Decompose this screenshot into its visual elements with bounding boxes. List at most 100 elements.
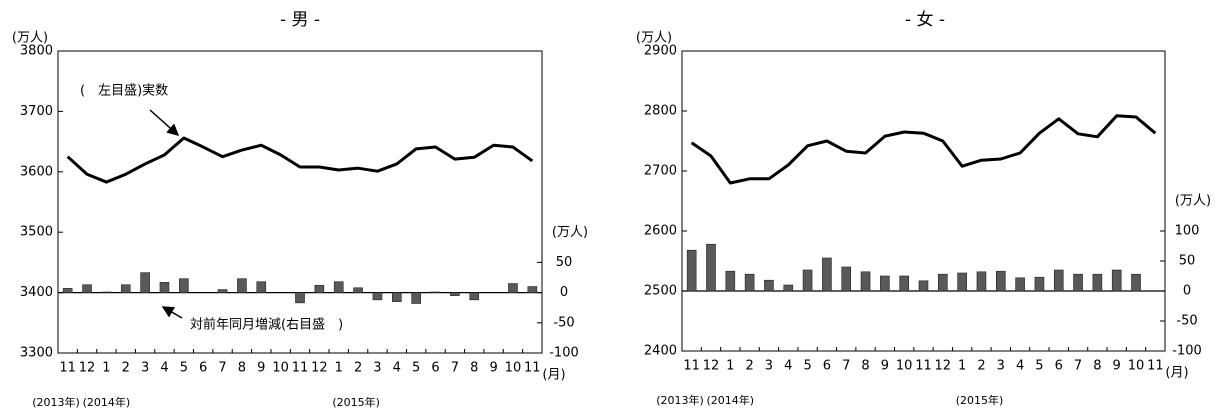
x-tick-label: 12 [935,359,952,374]
x-tick-label: 11 [1147,359,1164,374]
x-unit: (月) [1165,366,1188,381]
year-label: (2013年) [32,395,80,409]
x-tick-label: 11 [915,359,932,374]
x-tick-label: 11 [59,361,76,376]
x-tick-label: 11 [524,361,541,376]
y2-axis-label: (万人) [1175,194,1211,209]
bar [880,275,890,292]
y2-tick-label: -50 [553,315,574,330]
y-tick-label: 3500 [20,225,53,240]
x-tick-label: 5 [412,361,420,376]
x-tick-label: 1 [335,361,343,376]
bar [783,284,794,292]
y-tick-label: 2800 [644,104,677,119]
y2-tick-label: -100 [1172,344,1202,359]
y-axis-label: (万人) [636,31,672,46]
x-tick-label: 7 [218,361,226,376]
x-tick-label: 1 [102,361,110,376]
y-tick-label: 2600 [644,224,677,239]
bar [802,269,813,292]
bar [508,283,518,293]
y-tick-label: 3400 [20,285,53,300]
bar [391,292,402,302]
bar [938,273,948,292]
y2-axis-label: (万人) [552,225,588,240]
x-tick-label: 11 [292,361,309,376]
bar [450,292,460,296]
bar [217,289,228,293]
bar [764,279,774,292]
bar [353,287,363,293]
bar [101,291,112,293]
x-tick-label: 4 [393,361,401,376]
y-axis-label: (万人) [12,31,48,46]
annotation: 対前年同月増減(右目盛 ) [190,317,343,333]
bar [295,292,305,304]
bar [237,278,247,293]
bar [82,284,92,293]
bar [744,273,755,292]
bar [372,292,383,301]
bar [899,275,909,292]
x-tick-label: 7 [842,359,850,374]
bar [860,271,871,292]
year-label: (2014年) [707,393,755,407]
bar [1053,269,1064,292]
bar [1073,273,1083,292]
y-tick-label: 2700 [644,164,677,179]
x-tick-label: 5 [1035,359,1043,374]
x-tick-label: 10 [272,361,289,376]
bar [527,286,538,293]
y2-tick-label: -50 [1176,314,1197,329]
bar [140,272,150,293]
x-tick-label: 10 [1128,359,1145,374]
x-tick-label: 5 [803,359,811,374]
bar [976,271,987,292]
year-label: (2014年) [83,395,131,409]
y-tick-label: 3800 [20,44,53,59]
bar [1111,269,1122,292]
line [66,136,534,184]
bar [918,280,929,292]
x-tick-label: 6 [199,361,207,376]
y2-tick-label: -100 [549,346,579,361]
bar [995,270,1006,292]
y2-tick-label: 50 [556,255,573,270]
bar [411,292,421,304]
bar [120,284,131,293]
bar [841,266,852,292]
x-tick-label: 2 [977,359,985,374]
x-tick-label: 9 [489,361,497,376]
bar [314,285,325,293]
bar [159,282,170,293]
x-tick-label: 10 [505,361,522,376]
annotation: ( 左目盛)実数 [80,83,168,99]
x-tick-label: 3 [141,361,149,376]
annotation-arrow [161,306,183,319]
plot-frame [681,50,1166,352]
bar [469,292,480,301]
bar [706,243,716,292]
x-tick-label: 2 [745,359,753,374]
year-label: (2013年) [656,393,704,407]
bar [1034,276,1045,292]
year-label: (2015年) [332,395,380,409]
y2-tick-label: 0 [1183,284,1191,299]
y2-tick-label: 100 [1175,224,1200,239]
bar [725,270,736,292]
x-tick-label: 12 [311,361,328,376]
bar [430,291,441,293]
x-tick-label: 2 [122,361,130,376]
y-tick-label: 3300 [20,346,53,361]
x-tick-label: 5 [180,361,188,376]
x-tick-label: 11 [683,359,700,374]
y2-tick-label: 50 [1179,254,1196,269]
bar [333,281,344,293]
y-tick-label: 2400 [644,344,677,359]
plot-frame [57,50,543,354]
x-tick-label: 1 [726,359,734,374]
x-tick-label: 7 [1074,359,1082,374]
bar [957,272,967,292]
y-tick-label: 3700 [20,104,53,119]
x-tick-label: 9 [1113,359,1121,374]
